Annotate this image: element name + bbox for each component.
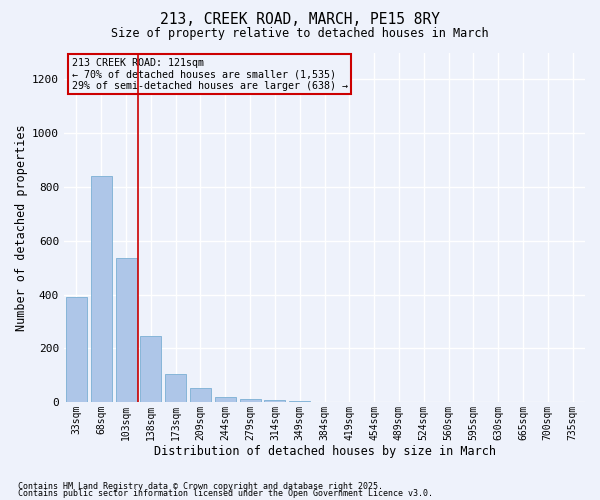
Bar [140, 336, 161, 402]
Bar [116, 258, 137, 402]
Bar [215, 397, 236, 402]
Text: Size of property relative to detached houses in March: Size of property relative to detached ho… [111, 28, 489, 40]
Bar [265, 400, 286, 402]
Y-axis label: Number of detached properties: Number of detached properties [15, 124, 28, 330]
Text: Contains HM Land Registry data © Crown copyright and database right 2025.: Contains HM Land Registry data © Crown c… [18, 482, 383, 491]
Bar [91, 176, 112, 402]
Text: Contains public sector information licensed under the Open Government Licence v3: Contains public sector information licen… [18, 490, 433, 498]
Bar [165, 374, 186, 402]
Text: 213, CREEK ROAD, MARCH, PE15 8RY: 213, CREEK ROAD, MARCH, PE15 8RY [160, 12, 440, 28]
Text: 213 CREEK ROAD: 121sqm
← 70% of detached houses are smaller (1,535)
29% of semi-: 213 CREEK ROAD: 121sqm ← 70% of detached… [72, 58, 348, 91]
Bar [239, 399, 260, 402]
Bar [289, 401, 310, 402]
Bar [190, 388, 211, 402]
X-axis label: Distribution of detached houses by size in March: Distribution of detached houses by size … [154, 444, 496, 458]
Bar [66, 298, 87, 403]
